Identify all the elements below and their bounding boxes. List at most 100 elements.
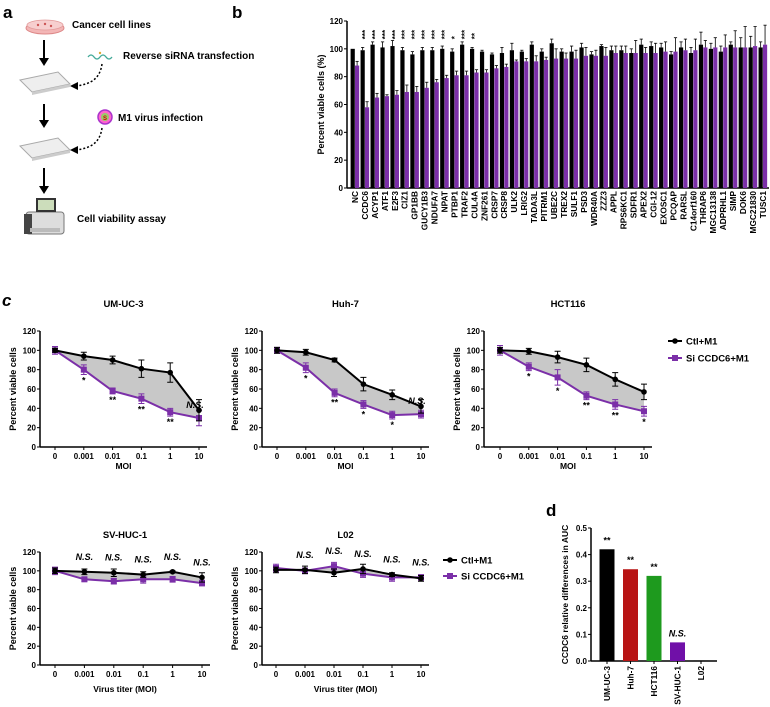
x-tick-label: RARSL	[678, 191, 688, 220]
legend-label: Ctl+M1	[461, 556, 493, 567]
bar-ctl-WDR40A	[589, 54, 594, 189]
series-line-si	[54, 349, 200, 419]
y-tick-label: 0.1	[576, 630, 588, 639]
chart-title: UM-UC-3	[103, 299, 143, 310]
y-tick-label: 80	[249, 586, 258, 595]
data-point-ctl	[81, 568, 88, 575]
data-point-ctl	[140, 571, 146, 578]
bar-si-MGC21830	[753, 46, 758, 188]
bar-si-TUSC1	[762, 44, 768, 189]
legend-label: Si CCDC6+M1	[686, 354, 750, 365]
data-point-ctl	[360, 566, 366, 572]
chart-title: SV-HUC-1	[103, 530, 148, 541]
data-point-ctl	[331, 569, 337, 576]
x-tick-label: APEX2	[639, 191, 649, 219]
x-tick-label: CCDC6	[360, 191, 370, 220]
chart-title: L02	[337, 530, 353, 541]
bar-si-ACYP1	[374, 97, 380, 188]
bar-si-APPL	[613, 53, 618, 189]
chart-title: Huh-7	[332, 299, 359, 310]
bar-ctl-GUCY1B3	[420, 50, 425, 188]
x-axis-label: MOI	[115, 461, 131, 471]
data-point-si	[80, 366, 87, 373]
y-tick-label: 20	[27, 642, 36, 651]
sirna-icon	[87, 51, 113, 60]
x-tick-label: APPL	[609, 191, 619, 213]
x-tick-label: 0.001	[295, 670, 316, 679]
x-tick-label: PCQAP	[668, 191, 678, 221]
significance-label: N.S.	[164, 552, 182, 562]
x-tick-label: 0.01	[105, 452, 121, 461]
y-tick-label: 0.5	[576, 524, 588, 533]
bar-si-THRAP6	[703, 47, 708, 188]
bar-si-ULK2	[514, 61, 519, 188]
x-tick-label: 0.001	[74, 452, 95, 461]
y-tick-label: 40	[334, 128, 343, 137]
x-tick-label: 0.01	[550, 452, 566, 461]
chart-title: HCT116	[551, 299, 586, 310]
y-tick-label: 120	[23, 327, 37, 336]
arrow-down-icon	[39, 168, 49, 194]
y-tick-label: 40	[471, 404, 480, 413]
y-axis-label: Percent viable cells (%)	[316, 54, 326, 154]
bar-ctl-GP1BB	[410, 54, 415, 189]
significance-label: ***	[441, 29, 450, 39]
bar-si-RARSL	[683, 50, 688, 188]
x-tick-label: SDFR1	[629, 191, 639, 219]
significance-label: **	[650, 562, 658, 572]
y-axis-label: Percent viable cells	[230, 347, 240, 431]
panel-label-a: a	[3, 3, 13, 22]
bar-si-TADA3L	[534, 61, 539, 188]
x-tick-label: UM-UC-3	[602, 666, 612, 701]
significance-label: ***	[411, 29, 420, 39]
virus-icon: S	[97, 109, 113, 125]
bar-si-C14orf160	[693, 50, 698, 188]
bar-ctl-PSD3	[579, 47, 584, 188]
y-tick-label: 80	[334, 73, 343, 82]
y-tick-label: 100	[245, 346, 259, 355]
data-point-ctl	[583, 362, 590, 368]
x-tick-label: 1	[390, 670, 395, 679]
x-tick-label: TREX2	[559, 191, 569, 218]
step-cancer-cell-lines: Cancer cell lines	[72, 20, 151, 31]
x-tick-label: 0.001	[519, 452, 540, 461]
y-tick-label: 0.0	[576, 657, 588, 666]
y-tick-label: 120	[467, 327, 481, 336]
x-tick-label: CRSP8	[499, 191, 509, 219]
data-point-ctl	[303, 349, 309, 356]
bar-ctl-CGI-12	[649, 46, 654, 188]
x-axis-label: Virus titer (MOI)	[314, 684, 378, 694]
petri-dish-icon	[25, 19, 65, 35]
x-tick-label: CIZ1	[400, 191, 410, 209]
bar-si-ATF1	[384, 96, 390, 188]
plate-reader-icon	[24, 198, 65, 235]
difference-area	[55, 570, 202, 584]
bar-ctl-PTBP1	[450, 51, 455, 188]
x-tick-label: 10	[198, 670, 207, 679]
bar-si-SULF1	[573, 58, 579, 189]
dotted-arrow-icon	[75, 63, 103, 87]
y-tick-label: 40	[27, 623, 36, 632]
significance-label: N.S.	[296, 550, 314, 560]
bar-si-GP1BB	[414, 91, 419, 188]
x-tick-label: 0.1	[358, 452, 370, 461]
bar-ctl-SULF1	[569, 51, 574, 188]
data-point-si	[418, 411, 424, 418]
y-tick-label: 100	[330, 45, 344, 54]
series-line-ctl	[276, 349, 422, 408]
legend-marker	[447, 573, 453, 579]
data-point-ctl	[389, 571, 395, 578]
bar-ctl-EXOSC1	[659, 47, 664, 188]
y-tick-label: 80	[249, 366, 258, 375]
significance-label: *	[642, 417, 646, 427]
x-tick-label: 0	[498, 452, 503, 461]
data-point-ctl	[612, 376, 618, 383]
x-tick-label: 10	[195, 452, 204, 461]
panel-label-c: c	[2, 291, 12, 310]
bar-si-PCQAP	[673, 51, 678, 188]
bar-si-CUL4A	[474, 72, 479, 188]
y-axis-label: Percent viable cells	[230, 567, 240, 651]
y-tick-label: 60	[334, 101, 343, 110]
bar-ctl-TADA3L	[529, 44, 534, 189]
